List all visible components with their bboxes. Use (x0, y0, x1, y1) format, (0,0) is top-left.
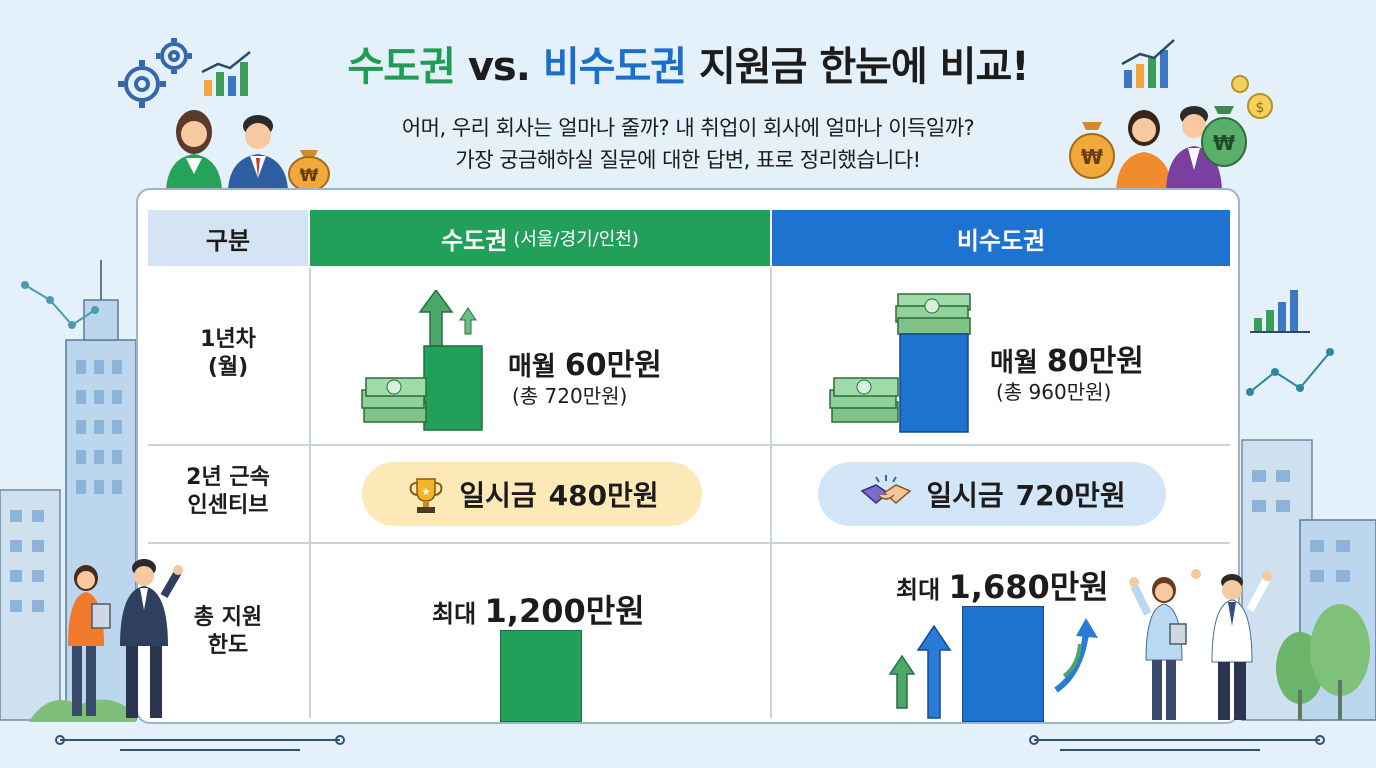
row-label-line: 1년차 (200, 327, 256, 352)
svg-text:₩: ₩ (1081, 145, 1103, 169)
noncapital-total-bar (962, 606, 1044, 722)
subtitle-line-2: 가장 궁금해하실 질문에 대한 답변, 표로 정리했습니다! (455, 148, 921, 172)
trophy-icon: ★ (410, 478, 443, 513)
capital-monthly-amount: 60만원 (564, 348, 662, 383)
money-stack-icon (829, 377, 899, 423)
comparison-table (136, 188, 1240, 724)
noncapital-yearly-total: (총 960만원) (996, 380, 1112, 404)
subtitle-line-1: 어머, 우리 회사는 얼마나 줄까? 내 취업이 회사에 얼마나 이득일까? (401, 116, 975, 140)
row-divider (148, 542, 1230, 544)
money-stack-icon (895, 293, 971, 335)
noncapital-monthly-bar (899, 333, 969, 433)
noncapital-incentive-badge: 일시금 720만원 (818, 462, 1166, 526)
left-cityscape (0, 260, 137, 722)
bar-chart-icon (201, 51, 251, 96)
gear-icon (118, 38, 192, 108)
coin-icon: $ (1231, 75, 1273, 119)
svg-text:₩: ₩ (300, 166, 319, 186)
header-noncapital: 비수도권 (772, 210, 1230, 266)
noncapital-total-label: 최대 1,680만원 (896, 562, 1109, 608)
capital-monthly-bar (423, 345, 483, 431)
capital-yearly-total: (총 720만원) (512, 384, 628, 408)
capital-total-bar (500, 630, 582, 722)
row-label-total: 총 지원 한도 (148, 604, 308, 660)
row-label-line: 인센티브 (187, 493, 269, 518)
capital-total-prefix: 최대 (432, 600, 477, 628)
noncapital-total-amount: 1,680만원 (948, 568, 1109, 606)
header-capital-label: 수도권 (441, 226, 508, 255)
title-rest: 지원금 한눈에 비교! (699, 44, 1029, 90)
noncapital-incentive-amount: 720만원 (1015, 479, 1126, 512)
capital-monthly: 매월 60만원 (508, 340, 662, 384)
page-title: 수도권 vs. 비수도권 지원금 한눈에 비교! (0, 34, 1376, 92)
arrow-up-icon (418, 290, 477, 347)
noncapital-monthly-prefix: 매월 (990, 348, 1038, 378)
svg-text:₩: ₩ (1213, 131, 1235, 155)
capital-monthly-prefix: 매월 (508, 352, 556, 382)
money-stack-illustration (829, 293, 971, 433)
capital-incentive-prefix: 일시금 (459, 479, 537, 512)
row-divider (148, 444, 1230, 446)
title-noncapital: 비수도권 (542, 44, 687, 90)
row-label-line: 한도 (207, 633, 249, 658)
arrow-up-icon (1054, 618, 1098, 693)
noncapital-monthly: 매월 80만원 (990, 336, 1144, 380)
people-illustration: ₩ ₩ (1069, 106, 1247, 190)
column-divider (770, 268, 772, 718)
row-label-line: 2년 근속 (186, 465, 270, 490)
header-noncapital-label: 비수도권 (956, 226, 1046, 255)
handshake-icon (860, 475, 912, 504)
arrow-up-icon (888, 624, 952, 719)
noncapital-monthly-amount: 80만원 (1046, 344, 1144, 379)
noncapital-incentive-prefix: 일시금 (926, 479, 1004, 512)
capital-incentive-amount: 480만원 (548, 479, 659, 512)
capital-total-label: 최대 1,200만원 (432, 586, 645, 632)
right-cityscape (1241, 348, 1376, 721)
money-growth-illustration (361, 290, 483, 431)
people-illustration (68, 559, 183, 718)
header-category: 구분 (148, 210, 308, 266)
header-category-label: 구분 (205, 226, 251, 255)
title-capital: 수도권 (347, 44, 456, 90)
people-illustration (1129, 569, 1272, 720)
money-stack-icon (361, 377, 427, 423)
bar-chart-icon (1250, 290, 1310, 333)
header-capital-sub: (서울/경기/인천) (513, 229, 639, 250)
row-label-line: 총 지원 (193, 605, 263, 630)
noncapital-total-prefix: 최대 (896, 576, 941, 604)
capital-incentive-badge: ★ 일시금 480만원 (362, 462, 702, 526)
bar-chart-icon (1121, 39, 1175, 88)
svg-text:$: $ (1256, 100, 1265, 116)
column-divider (309, 268, 311, 718)
row-label-first-year: 1년차 (월) (148, 326, 308, 382)
row-label-line: (월) (207, 355, 249, 380)
header-capital: 수도권 (서울/경기/인천) (310, 210, 770, 266)
svg-text:★: ★ (422, 487, 431, 498)
people-illustration (166, 110, 288, 190)
title-vs: vs. (467, 44, 531, 90)
capital-total-amount: 1,200만원 (484, 592, 645, 630)
row-label-incentive: 2년 근속 인센티브 (148, 464, 308, 520)
